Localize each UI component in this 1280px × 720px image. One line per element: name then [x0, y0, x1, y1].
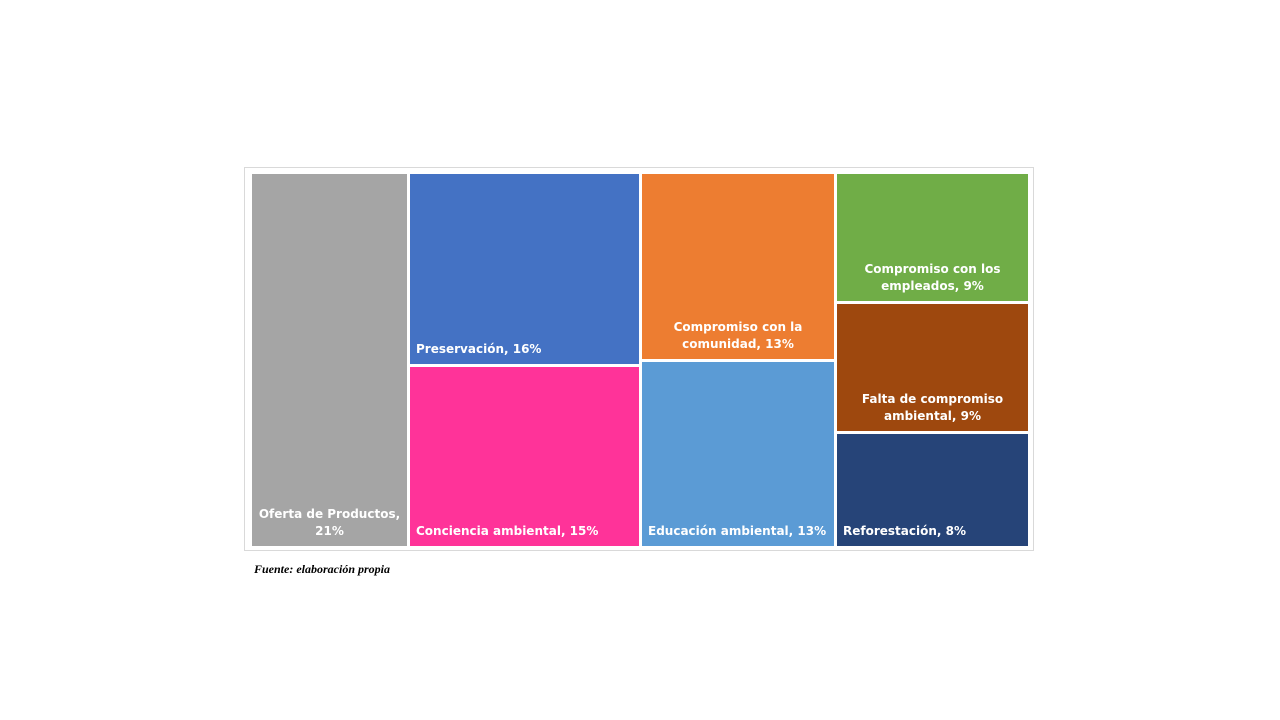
treemap-tile-label: Compromiso con los empleados, 9%: [864, 262, 1001, 293]
treemap-tile-8: Reforestación, 8%: [837, 434, 1028, 546]
treemap-tile-label: Conciencia ambiental, 15%: [416, 524, 599, 538]
source-note: Fuente: elaboración propia: [254, 562, 391, 576]
treemap-tile-label: Preservación, 16%: [416, 342, 542, 356]
treemap-tile-label: Compromiso con la comunidad, 13%: [673, 320, 803, 351]
treemap-tile-label: Reforestación, 8%: [843, 524, 966, 538]
treemap-tile-2: Preservación, 16%: [410, 174, 639, 364]
treemap-tile-label: Falta de compromiso ambiental, 9%: [861, 392, 1004, 423]
treemap-tile-6: Compromiso con los empleados, 9%: [837, 174, 1028, 301]
treemap-tile-3: Conciencia ambiental, 15%: [410, 367, 639, 546]
treemap-tile-7: Falta de compromiso ambiental, 9%: [837, 304, 1028, 431]
treemap-tile-label: Educación ambiental, 13%: [648, 524, 827, 538]
treemap-tile-5: Educación ambiental, 13%: [642, 362, 834, 546]
treemap-tile-1: Oferta de Productos, 21%: [252, 174, 407, 546]
treemap-chart: Oferta de Productos, 21% Preservación, 16…: [244, 167, 1034, 551]
treemap-tile-4: Compromiso con la comunidad, 13%: [642, 174, 834, 359]
treemap-tile-label: Oferta de Productos, 21%: [258, 507, 401, 538]
